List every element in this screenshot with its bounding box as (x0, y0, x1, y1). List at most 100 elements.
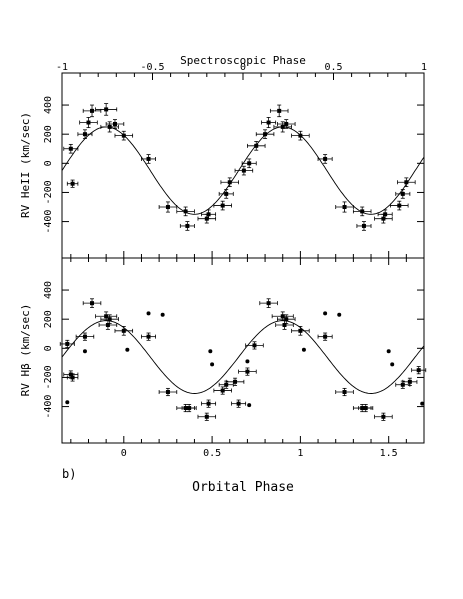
lower-panel: -400 -200 0 200 400 0 0.5 1 1.5 RV Hβ (km/sec) (19, 257, 427, 459)
data-point (224, 382, 229, 387)
data-point (254, 143, 259, 148)
dot-point (208, 349, 213, 354)
data-point (282, 323, 287, 328)
bottom-axis-label: Orbital Phase (192, 480, 294, 495)
data-point (266, 301, 271, 306)
data-point (107, 124, 112, 129)
data-point (146, 156, 151, 161)
data-point (206, 401, 211, 406)
dot-point (337, 312, 342, 317)
data-point (400, 191, 405, 196)
data-point (90, 108, 95, 113)
data-point (185, 223, 190, 228)
data-point (284, 121, 289, 126)
top-x-tick-label: -1 (56, 62, 68, 73)
data-point (383, 212, 388, 217)
data-point (165, 205, 170, 210)
y-tick-label: 400 (43, 281, 54, 299)
top-x-tick-label: -0.5 (140, 62, 164, 73)
data-point (65, 341, 70, 346)
data-point (107, 317, 112, 322)
upper-panel-marks: -400 -200 0 200 400 -1 -0.5 0 0.5 1 (43, 62, 427, 258)
data-point (86, 120, 91, 125)
dot-point (160, 312, 165, 317)
lower-panel-frame (61, 257, 425, 444)
data-point (183, 209, 188, 214)
data-point (247, 161, 252, 166)
data-point (400, 382, 405, 387)
data-point (284, 317, 289, 322)
top-x-tick-label: 1 (421, 62, 427, 73)
data-point (204, 414, 209, 419)
data-point (277, 108, 282, 113)
data-point (104, 314, 109, 319)
dot-point (323, 311, 328, 316)
data-point (68, 372, 73, 377)
data-point (90, 301, 95, 306)
data-point (70, 375, 75, 380)
data-point (363, 406, 368, 411)
data-point (404, 180, 409, 185)
top-x-tick-label: 0.5 (324, 62, 342, 73)
dot-point (301, 347, 306, 352)
y-tick-label: -400 (43, 395, 54, 419)
lower-y-axis-label: RV Hβ (km/sec) (19, 304, 32, 397)
data-point (105, 323, 110, 328)
dot-point (386, 349, 391, 354)
y-tick-label: -200 (43, 180, 54, 204)
y-tick-label: 200 (43, 310, 54, 328)
dot-point (245, 359, 250, 364)
data-point (206, 212, 211, 217)
data-point (220, 203, 225, 208)
data-point (298, 133, 303, 138)
data-point (263, 132, 268, 137)
data-point (280, 124, 285, 129)
data-point (233, 379, 238, 384)
top-x-tick-label: 0 (240, 62, 246, 73)
dot-point (82, 349, 87, 354)
x-tick-label: 0.5 (203, 448, 221, 459)
dot-point (65, 400, 70, 405)
y-tick-label: 200 (43, 125, 54, 143)
lower-panel-marks: -400 -200 0 200 400 0 0.5 1 1.5 (43, 258, 427, 459)
data-point (220, 388, 225, 393)
data-point (82, 334, 87, 339)
dot-point (210, 362, 215, 367)
data-point (381, 414, 386, 419)
data-point (241, 168, 246, 173)
data-point (342, 205, 347, 210)
data-point (224, 191, 229, 196)
x-tick-label: 1.5 (380, 448, 398, 459)
data-point (416, 368, 421, 373)
data-point (323, 156, 328, 161)
data-point (361, 223, 366, 228)
y-tick-label: -200 (43, 365, 54, 389)
dot-point (146, 311, 151, 316)
data-point (397, 203, 402, 208)
data-point (227, 180, 232, 185)
data-point (82, 132, 87, 137)
data-point (266, 120, 271, 125)
data-point (245, 369, 250, 374)
data-point (280, 314, 285, 319)
y-tick-label: 0 (43, 160, 54, 166)
data-point (407, 379, 412, 384)
data-point (165, 390, 170, 395)
data-point (121, 133, 126, 138)
data-point (252, 343, 257, 348)
top-axis-label: Spectroscopic Phase (180, 54, 306, 67)
data-point (112, 121, 117, 126)
y-tick-label: 400 (43, 96, 54, 114)
data-point (360, 209, 365, 214)
dot-point (420, 401, 425, 406)
dot-point (247, 403, 252, 408)
y-tick-label: -400 (43, 210, 54, 234)
x-tick-label: 1 (297, 448, 303, 459)
dot-point (390, 362, 395, 367)
data-point (323, 334, 328, 339)
x-tick-label: 0 (121, 448, 127, 459)
upper-y-axis-label: RV HeII (km/sec) (19, 112, 32, 218)
data-point (146, 334, 151, 339)
